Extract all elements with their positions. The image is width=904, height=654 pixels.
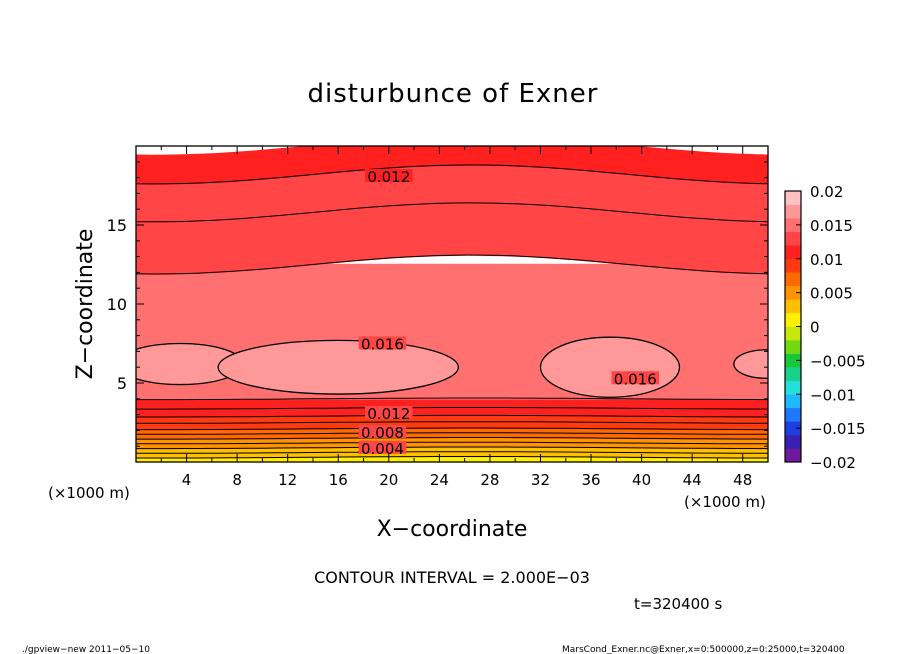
colorbar-tick-label: 0.005 [810,285,853,303]
x-tick-label: 4 [182,471,192,489]
contour-label: 0.016 [361,336,404,354]
colorbar-segment [785,191,801,205]
x-tick-label: 28 [480,471,499,489]
field-band [136,406,768,418]
x-unit-left: (×1000 m) [48,484,130,502]
colorbar-tick-label: 0.01 [810,251,843,269]
colorbar-segment [785,312,801,327]
colorbar-tick-label: −0.02 [810,454,856,472]
colorbar-tick-label: −0.015 [810,420,866,438]
colorbar-segment [785,407,801,422]
colorbar-segment [785,380,801,395]
field-band [136,397,768,410]
x-tick-label: 32 [531,471,550,489]
colorbar-segment [785,394,801,409]
x-tick-label: 44 [683,471,702,489]
contour-interval-label: CONTOUR INTERVAL = 2.000E−03 [314,568,590,587]
x-tick-label: 48 [733,471,752,489]
x-tick-label: 12 [278,471,297,489]
contour-label: 0.008 [361,424,404,442]
colorbar-tick-label: −0.01 [810,386,856,404]
colorbar-segment [785,340,801,354]
high-value-region [217,339,459,395]
colorbar-segment [785,326,801,341]
contour-line [136,451,768,454]
contour-label: 0.012 [367,168,410,186]
x-axis-label: X−coordinate [377,517,528,542]
contour-label-bg [365,406,413,420]
x-tick-label: 16 [329,471,348,489]
colorbar-segment [785,272,801,287]
colorbar-segment [785,285,801,300]
x-tick-label: 8 [232,471,242,489]
colorbar-segment [785,245,801,260]
contour-line [136,407,768,410]
field-band [136,202,768,275]
y-tick-label: 10 [107,295,127,314]
contour-label-bg [358,440,407,454]
contour-line [136,446,768,450]
y-tick-label: 5 [117,374,127,393]
contour-line [136,254,768,275]
contour-line [136,397,768,401]
colorbar-segment [785,231,801,246]
colorbar-segment [785,299,801,314]
contour-line [136,427,768,431]
colorbar-tick-label: 0.015 [810,217,853,235]
contour-label: 0.012 [367,405,410,423]
colorbar-segment [785,434,801,449]
x-unit-right: (×1000 m) [684,493,766,511]
footer-right: MarsCond_Exner.nc@Exner,x=0:500000,z=0:2… [562,645,845,654]
colorbar-segment [785,448,801,463]
contour-line [136,414,768,418]
contour-label-bg [358,336,407,350]
colorbar: 0.02 0.015 0.01 0.005 0 −0.005 −0.01 −0.015 −0.0… [784,183,866,472]
time-label: t=320400 s [634,595,722,613]
x-tick-label: 20 [379,471,398,489]
colorbar-segment [785,353,801,368]
contour-label: 0.016 [614,370,657,388]
colorbar-segment [785,367,801,381]
colorbar-segment [785,204,801,219]
contour-label: 0.004 [361,440,404,458]
chart-title: disturbunce of Exner [308,79,599,109]
y-axis-label: Z−coordinate [73,229,98,380]
colorbar-tick-label: 0.02 [810,183,843,201]
x-tick-label: 40 [632,471,651,489]
footer-left: ./gpview−new 2011−05−10 [22,645,150,654]
colorbar-segment [785,421,801,436]
contour-line [136,456,768,459]
colorbar-tick-label: 0 [810,319,820,337]
y-tick-label: 15 [107,216,127,235]
colorbar-segment [785,218,801,232]
contour-line [136,437,768,440]
contour-label-bg [365,169,413,183]
contour-line [136,164,768,185]
colorbar-segment [785,258,801,273]
contour-line [136,421,768,424]
field-band [136,164,768,223]
contour-line [136,202,768,223]
contour-line [136,441,768,445]
contour-line [136,432,768,435]
x-tick-label: 24 [430,471,449,489]
x-tick-label: 36 [581,471,600,489]
colorbar-tick-label: −0.005 [810,352,866,370]
contour-label-bg [358,424,407,438]
contour-label-bg [611,371,660,385]
high-value-region [539,336,681,398]
high-value-region [733,349,768,379]
